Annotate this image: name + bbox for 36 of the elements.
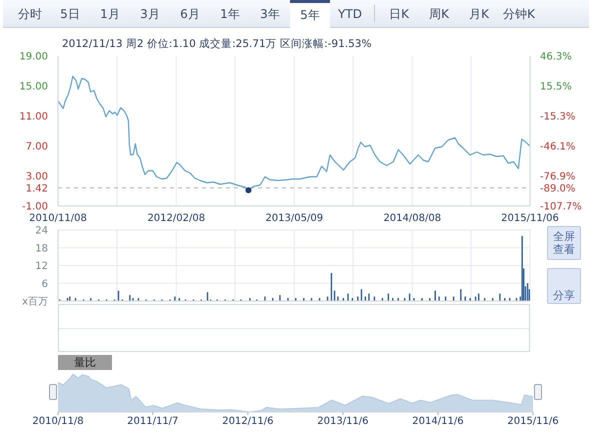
y2-tick-label: -15.3%: [540, 112, 576, 122]
y-tick-label: 18: [35, 243, 48, 254]
y2-tick-label: -107.7%: [540, 202, 582, 212]
y-tick-label: 3.00: [26, 172, 48, 182]
x-tick-label: 2011/11/7: [127, 416, 178, 428]
y-tick-label: 12: [35, 261, 48, 272]
y-tick-label: 1.42: [26, 183, 48, 194]
y-tick-label: 11.00: [19, 112, 48, 122]
y2-tick-label: 46.3%: [540, 52, 572, 62]
x-tick-label: 2013/05/09: [265, 213, 324, 224]
y-tick-label: 24: [35, 226, 48, 236]
y-tick-label: 19.00: [19, 52, 48, 62]
x-tick-label: 2010/11/8: [32, 416, 84, 428]
y-tick-label: x百万: [22, 296, 48, 308]
x-tick-label: 2015/11/06: [501, 213, 559, 224]
y-tick-label: 15.00: [19, 82, 48, 92]
y2-tick-label: -76.9%: [540, 172, 576, 182]
tab-bar: 分时 5日 1月 3月 6月 1年 3年 5年 YTD 日K 周K 月K 分钟K: [3, 0, 589, 28]
indicator-tab: 量比: [58, 355, 112, 370]
y-tick-label: -1.00: [22, 202, 48, 212]
y2-tick-label: -89.0%: [540, 183, 576, 194]
x-tick-label: 2015/11/6: [507, 416, 559, 428]
y-tick-label: 6: [42, 278, 48, 290]
x-tick-label: 2013/11/6: [317, 416, 369, 428]
y-tick-label: 7.00: [26, 142, 48, 152]
x-tick-label: 2014/11/6: [412, 416, 464, 428]
x-tick-label: 2012/11/6: [222, 416, 274, 428]
share-button: 分享: [547, 268, 581, 304]
y2-tick-label: -46.1%: [540, 142, 576, 152]
x-tick-label: 2010/11/08: [29, 213, 87, 224]
chart-subtitle: 2012/11/13 周2 价位:1.10 成交量:25.71万 区间涨幅:-91.53%: [62, 38, 372, 50]
selected-tab: 5年: [290, 0, 330, 28]
x-tick-label: 2012/02/08: [147, 213, 206, 224]
fullscreen-button: 全屏查看: [547, 226, 581, 260]
x-tick-label: 2014/08/08: [383, 213, 442, 224]
y2-tick-label: 15.5%: [540, 82, 572, 92]
